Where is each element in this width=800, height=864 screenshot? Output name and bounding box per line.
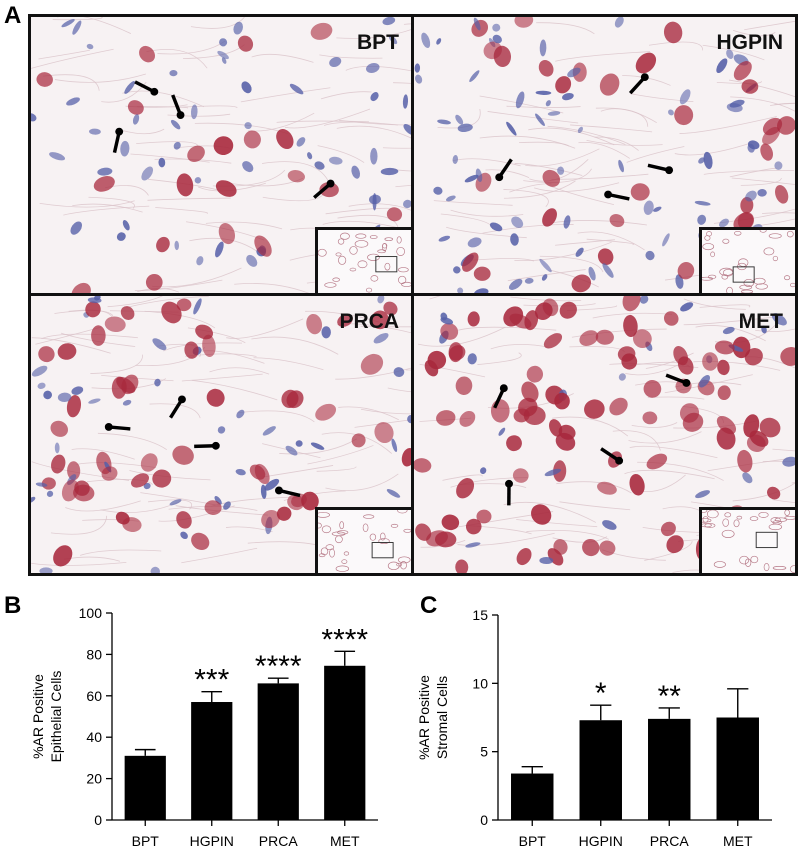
y-tick-label: 0 bbox=[480, 812, 488, 828]
bar-met bbox=[324, 666, 365, 820]
micrograph-bpt-inset bbox=[315, 227, 411, 293]
micrograph-grid: BPT HGPIN PRCA MET bbox=[28, 14, 798, 576]
micrograph-met: MET bbox=[411, 293, 798, 576]
x-tick-label: MET bbox=[330, 833, 360, 849]
bar-hgpin bbox=[580, 720, 622, 820]
significance-stars: *** bbox=[194, 664, 229, 697]
micrograph-prca: PRCA bbox=[28, 293, 414, 576]
x-tick-label: BPT bbox=[519, 833, 547, 849]
micrograph-met-inset bbox=[699, 507, 795, 573]
y-tick-label: 5 bbox=[480, 744, 488, 760]
y-axis-label-line: %AR Positive bbox=[416, 675, 432, 760]
y-tick-label: 60 bbox=[86, 688, 102, 704]
significance-stars: **** bbox=[321, 623, 368, 656]
y-tick-label: 40 bbox=[86, 729, 102, 745]
x-tick-label: MET bbox=[723, 833, 753, 849]
x-tick-label: PRCA bbox=[650, 833, 690, 849]
y-tick-label: 20 bbox=[86, 771, 102, 787]
y-axis-label-line: Stromal Cells bbox=[434, 676, 450, 759]
x-tick-label: HGPIN bbox=[190, 833, 234, 849]
micrograph-bpt: BPT bbox=[28, 14, 414, 296]
x-tick-label: HGPIN bbox=[579, 833, 623, 849]
micrograph-hgpin: HGPIN bbox=[411, 14, 798, 296]
micrograph-bpt-label: BPT bbox=[357, 31, 399, 55]
bar-bpt bbox=[125, 756, 166, 820]
bar-bpt bbox=[511, 774, 553, 820]
x-tick-label: BPT bbox=[132, 833, 160, 849]
bar-met bbox=[717, 718, 759, 821]
bar-hgpin bbox=[191, 702, 232, 820]
y-axis-label-line: %AR Positive bbox=[30, 674, 46, 759]
y-axis-label-line: Epithelial Cells bbox=[48, 671, 64, 763]
y-tick-label: 80 bbox=[86, 646, 102, 662]
micrograph-hgpin-inset bbox=[699, 227, 795, 293]
y-tick-label: 15 bbox=[472, 607, 488, 623]
y-tick-label: 100 bbox=[79, 605, 103, 621]
significance-stars: **** bbox=[255, 650, 302, 683]
bar-prca bbox=[648, 719, 690, 820]
micrograph-prca-label: PRCA bbox=[339, 310, 399, 334]
x-tick-label: PRCA bbox=[259, 833, 299, 849]
y-tick-label: 0 bbox=[94, 812, 102, 828]
micrograph-hgpin-label: HGPIN bbox=[716, 31, 783, 55]
y-tick-label: 10 bbox=[472, 675, 488, 691]
micrograph-met-label: MET bbox=[739, 310, 783, 334]
significance-stars: ** bbox=[658, 680, 682, 713]
micrograph-prca-inset bbox=[315, 507, 411, 573]
bar-prca bbox=[258, 683, 299, 820]
significance-stars: * bbox=[595, 677, 607, 710]
panel-letter-a: A bbox=[4, 2, 21, 30]
